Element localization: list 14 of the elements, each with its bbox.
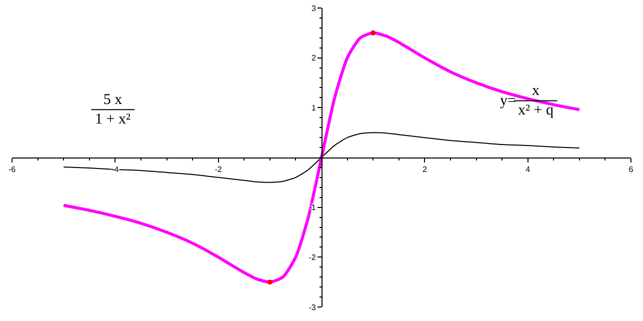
y-tick-label: 3: [311, 4, 316, 13]
x-tick-label: 6: [628, 165, 634, 174]
line-series: [62, 31, 581, 284]
annotation: 5 x 1 + x²: [95, 92, 131, 128]
x-tick-label: 2: [422, 165, 428, 174]
x-tick-label: 4: [526, 165, 531, 174]
y-tick-label: -2: [308, 252, 316, 262]
x-tick-label: -6: [8, 165, 16, 174]
annotation: x x² + q: [518, 83, 554, 118]
annotation: y=: [500, 93, 516, 109]
y-tick-label: -3: [308, 302, 316, 312]
x-tick-label: -2: [214, 165, 222, 174]
y-tick-label: 1: [311, 103, 316, 112]
y-tick-label: 2: [311, 54, 316, 63]
